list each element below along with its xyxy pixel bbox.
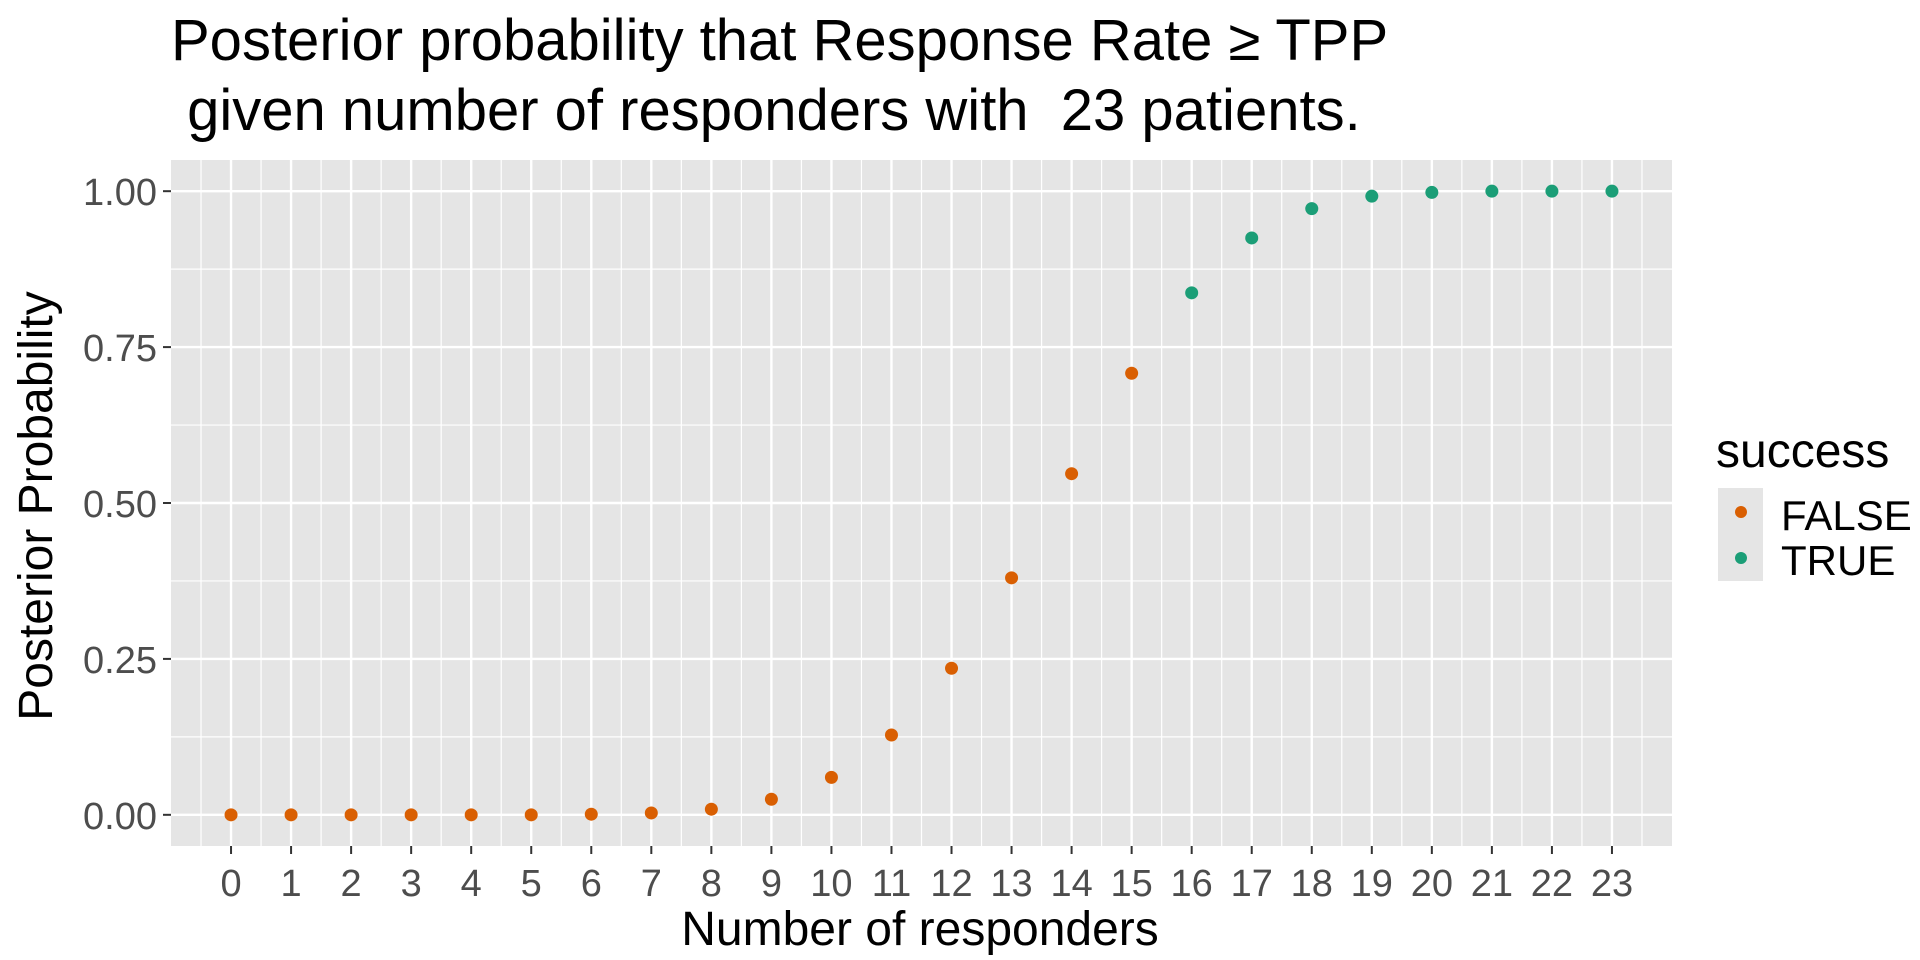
data-point bbox=[584, 807, 598, 821]
data-point bbox=[524, 808, 538, 822]
x-tick-label: 1 bbox=[281, 863, 302, 905]
data-point bbox=[824, 770, 838, 784]
data-point bbox=[1545, 184, 1559, 198]
x-tick-label: 15 bbox=[1110, 863, 1152, 905]
legend-key-true bbox=[1735, 552, 1747, 564]
x-tick-label: 12 bbox=[930, 863, 972, 905]
x-axis: 0 1 2 3 4 5 6 7 8 9 10 11 12 13 14 15 16 17 18 19 20 21 22 23 bbox=[220, 846, 1633, 905]
data-point bbox=[1305, 202, 1319, 216]
x-tick-label: 4 bbox=[461, 863, 482, 905]
x-tick-label: 3 bbox=[401, 863, 422, 905]
data-point bbox=[464, 808, 478, 822]
x-tick-label: 18 bbox=[1291, 863, 1333, 905]
x-tick-label: 17 bbox=[1231, 863, 1273, 905]
x-tick-label: 14 bbox=[1050, 863, 1092, 905]
legend-title: success bbox=[1716, 425, 1889, 478]
data-point bbox=[284, 808, 298, 822]
x-tick-label: 6 bbox=[581, 863, 602, 905]
data-point bbox=[1425, 185, 1439, 199]
x-tick-label: 5 bbox=[521, 863, 542, 905]
legend-label-false: FALSE bbox=[1781, 492, 1912, 539]
data-point bbox=[1605, 184, 1619, 198]
y-tick-label: 1.00 bbox=[83, 172, 157, 214]
data-point bbox=[1485, 184, 1499, 198]
x-tick-label: 9 bbox=[761, 863, 782, 905]
chart-title-line-2: given number of responders with 23 patie… bbox=[171, 78, 1361, 143]
major-gridlines bbox=[171, 160, 1672, 846]
x-tick-label: 11 bbox=[872, 863, 911, 905]
data-point bbox=[704, 802, 718, 816]
legend-keys-background bbox=[1718, 488, 1763, 581]
data-point bbox=[1125, 366, 1139, 380]
x-axis-label: Number of responders bbox=[681, 903, 1159, 956]
data-point bbox=[644, 806, 658, 820]
x-tick-label: 0 bbox=[220, 863, 241, 905]
data-point bbox=[945, 661, 959, 675]
x-tick-label: 19 bbox=[1351, 863, 1393, 905]
legend: success FALSE TRUE bbox=[1716, 425, 1912, 584]
x-tick-label: 20 bbox=[1411, 863, 1453, 905]
data-point bbox=[404, 808, 418, 822]
data-points bbox=[224, 184, 1619, 822]
data-point bbox=[884, 728, 898, 742]
y-tick-label: 0.75 bbox=[83, 328, 157, 370]
x-tick-label: 21 bbox=[1471, 863, 1513, 905]
data-point bbox=[1185, 286, 1199, 300]
x-tick-label: 22 bbox=[1531, 863, 1573, 905]
x-tick-label: 8 bbox=[701, 863, 722, 905]
data-point bbox=[1005, 571, 1019, 585]
y-axis-label: Posterior Probability bbox=[10, 291, 63, 721]
x-tick-label: 7 bbox=[641, 863, 662, 905]
y-axis: 0.00 0.25 0.50 0.75 1.00 bbox=[83, 172, 171, 838]
legend-entry-false: FALSE bbox=[1735, 492, 1912, 539]
data-point bbox=[1065, 467, 1079, 481]
data-point bbox=[1245, 231, 1259, 245]
y-tick-label: 0.00 bbox=[83, 796, 157, 838]
x-tick-label: 10 bbox=[810, 863, 852, 905]
x-tick-label: 23 bbox=[1591, 863, 1633, 905]
chart-title: Posterior probability that Response Rate… bbox=[171, 8, 1388, 143]
chart-title-line-1: Posterior probability that Response Rate… bbox=[171, 8, 1388, 73]
x-tick-label: 16 bbox=[1171, 863, 1213, 905]
data-point bbox=[344, 808, 358, 822]
data-point bbox=[1365, 189, 1379, 203]
x-tick-label: 2 bbox=[341, 863, 362, 905]
data-point bbox=[764, 792, 778, 806]
x-tick-label: 13 bbox=[990, 863, 1032, 905]
legend-label-true: TRUE bbox=[1781, 537, 1895, 584]
legend-entry-true: TRUE bbox=[1735, 537, 1895, 584]
legend-key-false bbox=[1735, 506, 1747, 518]
y-tick-label: 0.50 bbox=[83, 484, 157, 526]
data-point bbox=[224, 808, 238, 822]
y-tick-label: 0.25 bbox=[83, 640, 157, 682]
